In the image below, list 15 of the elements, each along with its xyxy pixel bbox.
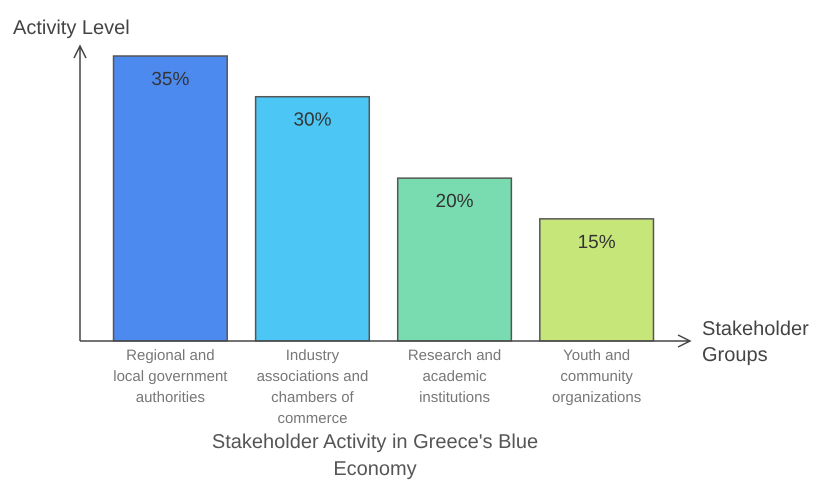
- x-tick-label: Regional and local government authorities: [113, 347, 228, 406]
- bar: [539, 218, 654, 342]
- bar: [254, 96, 370, 342]
- data-label: 15%: [578, 232, 616, 253]
- bar: [396, 177, 512, 342]
- data-label: 20%: [436, 191, 474, 212]
- x-tick-label: Youth and community organizations: [552, 347, 642, 406]
- data-label: 30%: [293, 110, 332, 131]
- text: Stakeholder Activity in Greece's Blue Economy: [212, 431, 538, 480]
- bar: [112, 55, 228, 342]
- y-axis-title: Activity Level: [13, 17, 130, 39]
- x-tick-label: Research and academic institutions: [408, 347, 502, 406]
- data-label: 35%: [151, 69, 190, 90]
- x-tick-label: Industry associations and chambers of commerce: [256, 347, 368, 427]
- x-axis-title: Stakeholder Groups: [702, 318, 810, 366]
